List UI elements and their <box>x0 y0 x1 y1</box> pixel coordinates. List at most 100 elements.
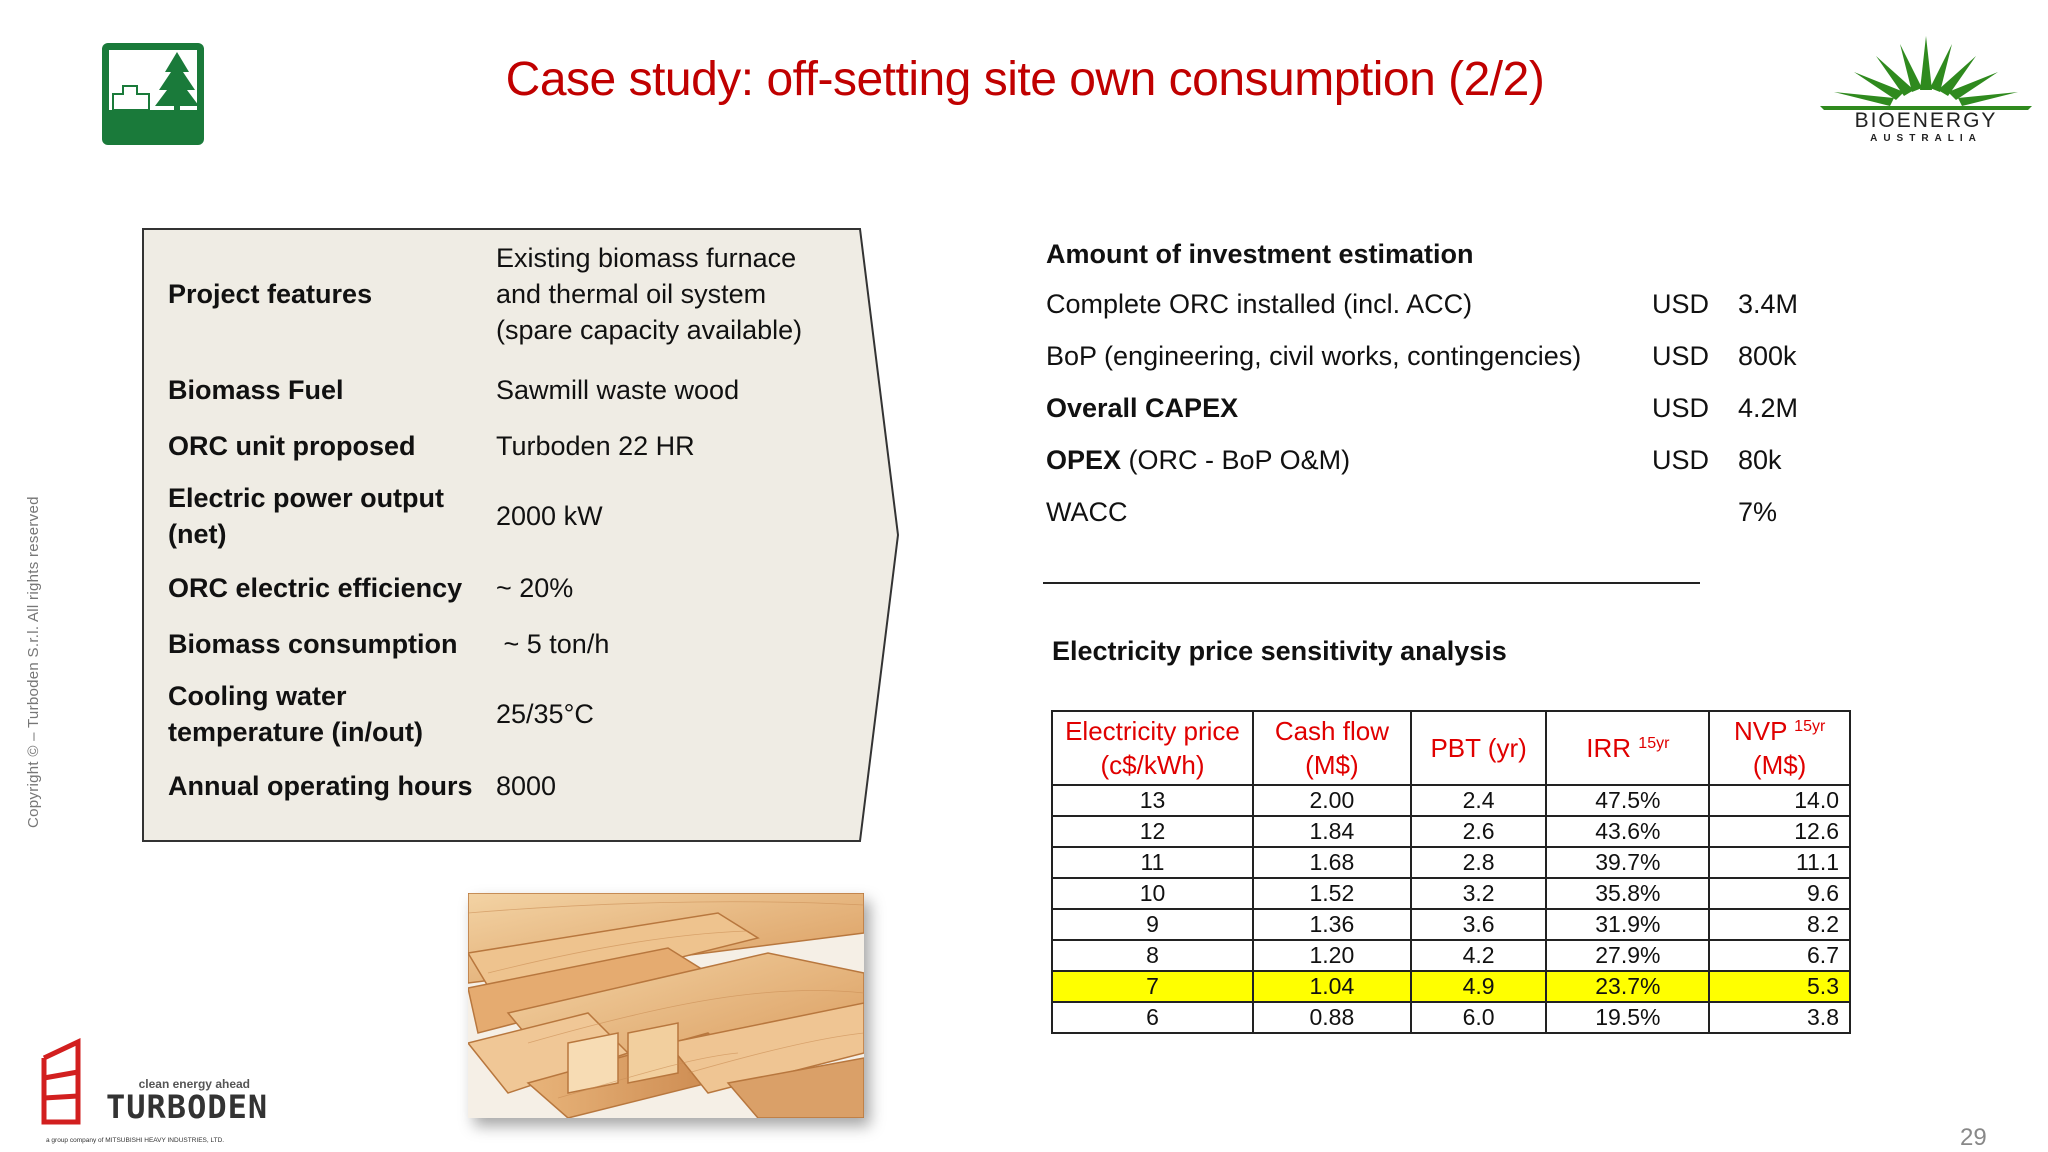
table-cell: 12 <box>1051 815 1254 848</box>
investment-label: OPEX <box>1046 445 1122 475</box>
feature-value: ~ 5 ton/h <box>496 629 610 659</box>
svg-text:AUSTRALIA: AUSTRALIA <box>1870 133 1982 144</box>
feature-row-orc-unit: ORC unit proposed Turboden 22 HR <box>168 426 848 466</box>
table-cell: 43.6% <box>1545 815 1711 848</box>
project-features-panel: Project features Existing biomass furnac… <box>142 228 900 843</box>
sawmill-wood-photo <box>466 892 865 1119</box>
table-cell: 3.8 <box>1708 1001 1851 1034</box>
investment-label: Complete ORC installed (incl. ACC) <box>1046 289 1473 319</box>
table-cell: 5.3 <box>1708 970 1851 1003</box>
investment-heading: Amount of investment estimation <box>1046 239 1474 269</box>
table-row: 9 1.36 3.6 31.9% 8.2 <box>1051 908 1851 941</box>
investment-row: BoP (engineering, civil works, contingen… <box>1046 338 1806 390</box>
column-header: Cash flow (M$) <box>1252 710 1412 786</box>
feature-value: Sawmill waste wood <box>496 375 740 405</box>
table-row: 11 1.68 2.8 39.7% 11.1 <box>1051 846 1851 879</box>
investment-row: Overall CAPEX USD 4.2M <box>1046 390 1806 442</box>
page-title: Case study: off-setting site own consump… <box>505 53 1545 106</box>
feature-row-operating-hours: Annual operating hours 8000 <box>168 766 848 806</box>
column-header: Electricity price (c$/kWh) <box>1051 710 1254 786</box>
table-cell: 2.6 <box>1409 815 1548 848</box>
table-cell: 1.68 <box>1252 846 1412 879</box>
table-row: 7 1.04 4.9 23.7% 5.3 <box>1051 970 1851 1003</box>
table-header-row: Electricity price (c$/kWh) Cash flow (M$… <box>1051 710 1851 786</box>
feature-label: Cooling water temperature (in/out) <box>168 681 424 747</box>
feature-label: Project features <box>168 279 373 309</box>
feature-value: 25/35°C <box>496 699 594 729</box>
investment-value: 800k <box>1738 341 1797 371</box>
table-cell: 8.2 <box>1708 908 1851 941</box>
feature-value: 2000 kW <box>496 501 603 531</box>
column-header: NVP 15yr (M$) <box>1708 710 1851 786</box>
svg-text:TURBODEN: TURBODEN <box>106 1088 268 1126</box>
table-row: 8 1.20 4.2 27.9% 6.7 <box>1051 939 1851 972</box>
table-cell: 31.9% <box>1545 908 1711 941</box>
investment-currency: USD <box>1652 393 1710 423</box>
feature-label: ORC electric efficiency <box>168 573 463 603</box>
feature-row-fuel: Biomass Fuel Sawmill waste wood <box>168 370 848 410</box>
section-divider <box>1043 582 1700 584</box>
table-cell: 6.7 <box>1708 939 1851 972</box>
table-cell: 1.52 <box>1252 877 1412 910</box>
table-cell: 3.6 <box>1409 908 1548 941</box>
table-cell: 0.88 <box>1252 1001 1412 1034</box>
sensitivity-title: Electricity price sensitivity analysis <box>1052 636 1507 666</box>
table-cell: 19.5% <box>1545 1001 1711 1034</box>
table-cell: 39.7% <box>1545 846 1711 879</box>
copyright-notice: Copyright © – Turboden S.r.l. All rights… <box>25 496 42 828</box>
sensitivity-table: Electricity price (c$/kWh) Cash flow (M$… <box>1051 710 1851 1034</box>
investment-value: 4.2M <box>1738 393 1799 423</box>
column-header: PBT (yr) <box>1409 710 1548 786</box>
table-cell: 23.7% <box>1545 970 1711 1003</box>
column-header: IRR 15yr <box>1545 710 1711 786</box>
feature-value: 8000 <box>496 771 557 801</box>
table-cell: 2.8 <box>1409 846 1548 879</box>
table-cell: 6.0 <box>1409 1001 1548 1034</box>
investment-row: OPEX (ORC - BoP O&M) USD 80k <box>1046 442 1806 494</box>
investment-label-suffix: (ORC - BoP O&M) <box>1121 445 1351 475</box>
investment-currency: USD <box>1652 289 1710 319</box>
feature-row-cooling-water: Cooling water temperature (in/out) 25/35… <box>168 678 848 750</box>
investment-currency: USD <box>1652 341 1710 371</box>
feature-row-biomass-consumption: Biomass consumption ~ 5 ton/h <box>168 624 848 664</box>
table-cell: 3.2 <box>1409 877 1548 910</box>
investment-value: 3.4M <box>1738 289 1799 319</box>
feature-value: ~ 20% <box>496 573 574 603</box>
feature-label: Biomass consumption <box>168 629 458 659</box>
company-logo <box>101 42 205 146</box>
investment-label: WACC <box>1046 497 1128 527</box>
table-row: 10 1.52 3.2 35.8% 9.6 <box>1051 877 1851 910</box>
table-cell: 47.5% <box>1545 784 1711 817</box>
table-cell: 6 <box>1051 1001 1254 1034</box>
feature-row-project: Project features Existing biomass furnac… <box>168 240 848 348</box>
table-cell: 2.4 <box>1409 784 1548 817</box>
table-cell: 4.2 <box>1409 939 1548 972</box>
investment-label: BoP (engineering, civil works, contingen… <box>1046 341 1582 371</box>
feature-row-power-output: Electric power output (net) 2000 kW <box>168 480 848 552</box>
table-cell: 7 <box>1051 970 1254 1003</box>
svg-text:a group company of MITSUBISHI: a group company of MITSUBISHI HEAVY INDU… <box>46 1137 224 1144</box>
feature-label: Annual operating hours <box>168 771 473 801</box>
table-cell: 9.6 <box>1708 877 1851 910</box>
svg-text:clean energy ahead: clean energy ahead <box>139 1077 250 1091</box>
table-cell: 35.8% <box>1545 877 1711 910</box>
table-cell: 9 <box>1051 908 1254 941</box>
investment-currency: USD <box>1652 445 1710 475</box>
feature-label: ORC unit proposed <box>168 431 416 461</box>
investment-row: WACC 7% <box>1046 494 1806 546</box>
table-cell: 27.9% <box>1545 939 1711 972</box>
table-cell: 12.6 <box>1708 815 1851 848</box>
table-cell: 1.36 <box>1252 908 1412 941</box>
panel-arrow-shape <box>142 228 900 842</box>
feature-label: Electric power output (net) <box>168 483 445 549</box>
svg-text:BIOENERGY: BIOENERGY <box>1855 109 1998 132</box>
feature-value: Existing biomass furnace and thermal oil… <box>496 243 803 345</box>
investment-estimation: Amount of investment estimation Complete… <box>1046 236 1806 546</box>
table-cell: 10 <box>1051 877 1254 910</box>
bioenergy-australia-logo: BIOENERGY AUSTRALIA <box>1820 30 2032 145</box>
investment-value: 7% <box>1738 497 1778 527</box>
table-cell: 1.20 <box>1252 939 1412 972</box>
table-cell: 4.9 <box>1409 970 1548 1003</box>
feature-label: Biomass Fuel <box>168 375 344 405</box>
table-cell: 2.00 <box>1252 784 1412 817</box>
